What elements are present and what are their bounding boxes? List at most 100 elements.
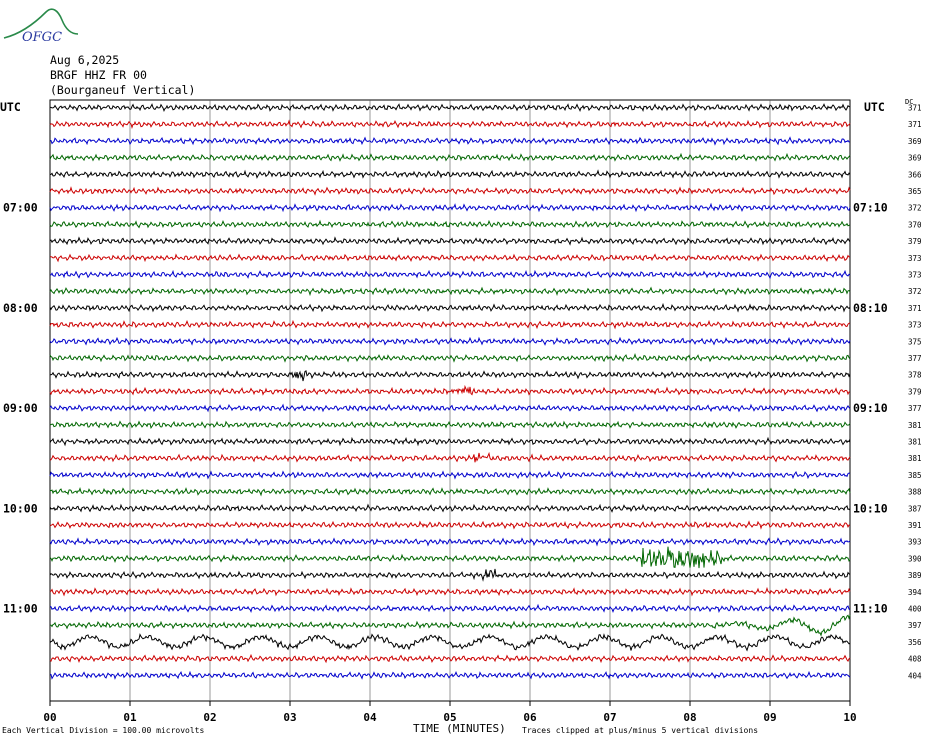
- dc-offset-label: 394: [908, 588, 922, 597]
- trace-row: [49, 319, 851, 330]
- trace-row: [49, 253, 851, 263]
- dc-offset-label: 379: [908, 237, 922, 246]
- time-label-left: 08:00: [3, 301, 38, 315]
- utc-right-label: UTC: [864, 100, 885, 114]
- trace-row: [49, 152, 851, 162]
- trace-row: [49, 614, 851, 637]
- x-tick-label: 03: [283, 711, 296, 724]
- trace-row: [49, 436, 851, 447]
- trace-row: [49, 236, 851, 246]
- time-label-left: 09:00: [3, 401, 38, 415]
- x-tick-label: 09: [763, 711, 776, 724]
- time-label-right: 09:10: [853, 401, 888, 415]
- x-axis-label: TIME (MINUTES): [413, 722, 506, 735]
- dc-offset-label: 371: [908, 104, 922, 113]
- dc-offset-label: 390: [908, 554, 922, 563]
- x-tick-label: 04: [363, 711, 377, 724]
- time-label-right: 11:10: [853, 602, 888, 616]
- x-tick-label: 00: [43, 711, 56, 724]
- time-label-right: 10:10: [853, 501, 888, 515]
- x-tick-label: 10: [843, 711, 856, 724]
- dc-offset-label: 369: [908, 137, 922, 146]
- trace-row: [49, 302, 851, 313]
- trace-row: [49, 269, 851, 280]
- dc-offset-label: 397: [908, 621, 922, 630]
- trace-row: [49, 586, 851, 597]
- dc-label: DC: [905, 98, 914, 106]
- trace-row: [49, 403, 851, 413]
- dc-offset-label: 373: [908, 321, 922, 330]
- dc-offset-label: 381: [908, 454, 922, 463]
- trace-row: [49, 633, 851, 652]
- logo-text: OFGC: [22, 30, 62, 44]
- dc-offset-label: 356: [908, 638, 922, 647]
- x-tick-label: 05: [443, 711, 456, 724]
- trace-row: [49, 384, 851, 396]
- x-tick-label: 07: [603, 711, 616, 724]
- dc-offset-label: 373: [908, 271, 922, 280]
- dc-offset-label: 388: [908, 488, 922, 497]
- dc-offset-label: 391: [908, 521, 922, 530]
- trace-row: [49, 503, 851, 513]
- ofgc-logo: OFGC: [3, 8, 79, 44]
- dc-offset-label: 375: [908, 337, 922, 346]
- trace-row: [49, 370, 851, 382]
- trace-row: [49, 470, 851, 480]
- trace-row: [49, 186, 851, 196]
- dc-offset-label: 381: [908, 421, 922, 430]
- dc-offset-label: 379: [908, 387, 922, 396]
- x-tick-label: 02: [203, 711, 216, 724]
- dc-offset-label: 377: [908, 354, 922, 363]
- trace-row: [49, 537, 851, 547]
- trace-row: [49, 219, 851, 229]
- dc-offset-label: 393: [908, 538, 922, 547]
- header-date: Aug 6,2025: [50, 53, 120, 67]
- trace-row: [49, 568, 851, 582]
- dc-offset-label: 371: [908, 120, 922, 129]
- dc-offset-label: 377: [908, 404, 922, 413]
- dc-offset-label: 389: [908, 571, 922, 580]
- dc-offset-label: 372: [908, 287, 922, 296]
- time-label-left: 10:00: [3, 501, 38, 515]
- dc-offset-label: 378: [908, 371, 922, 380]
- trace-row: [49, 487, 851, 497]
- trace-row: [49, 670, 851, 680]
- clip-note: Traces clipped at plus/minus 5 vertical …: [522, 726, 759, 735]
- x-tick-label: 08: [683, 711, 696, 724]
- dc-offset-label: 365: [908, 187, 922, 196]
- trace-row: [49, 353, 851, 363]
- dc-offset-label: 371: [908, 304, 922, 313]
- time-label-left: 11:00: [3, 602, 38, 616]
- dc-offset-label: 370: [908, 220, 922, 229]
- trace-row: [49, 336, 851, 346]
- scale-note: Each Vertical Division = 100.00 microvol…: [2, 726, 205, 735]
- trace-row: [49, 202, 851, 213]
- utc-left-label: UTC: [0, 100, 21, 114]
- dc-offset-label: 385: [908, 471, 922, 480]
- trace-row: [49, 103, 851, 113]
- trace-row: [49, 653, 851, 664]
- trace-row: [49, 520, 851, 530]
- trace-row: [49, 603, 851, 614]
- header-location: (Bourganeuf Vertical): [50, 83, 196, 97]
- trace-row: [49, 546, 851, 569]
- trace-row: [49, 419, 851, 430]
- x-tick-label: 06: [523, 711, 537, 724]
- dc-offset-label: 404: [908, 671, 922, 680]
- trace-row: [49, 169, 851, 179]
- trace-row: [49, 286, 851, 297]
- dc-offset-label: 372: [908, 204, 922, 213]
- trace-row: [49, 136, 851, 146]
- dc-offset-label: 369: [908, 154, 922, 163]
- dc-offset-label: 408: [908, 655, 922, 664]
- time-label-right: 08:10: [853, 301, 888, 315]
- trace-row: [49, 119, 851, 129]
- dc-offset-label: 373: [908, 254, 922, 263]
- dc-offset-label: 381: [908, 438, 922, 447]
- dc-offset-label: 366: [908, 170, 922, 179]
- header-station: BRGF HHZ FR 00: [50, 68, 147, 82]
- time-label-left: 07:00: [3, 201, 38, 215]
- x-tick-label: 01: [123, 711, 137, 724]
- time-label-right: 07:10: [853, 201, 888, 215]
